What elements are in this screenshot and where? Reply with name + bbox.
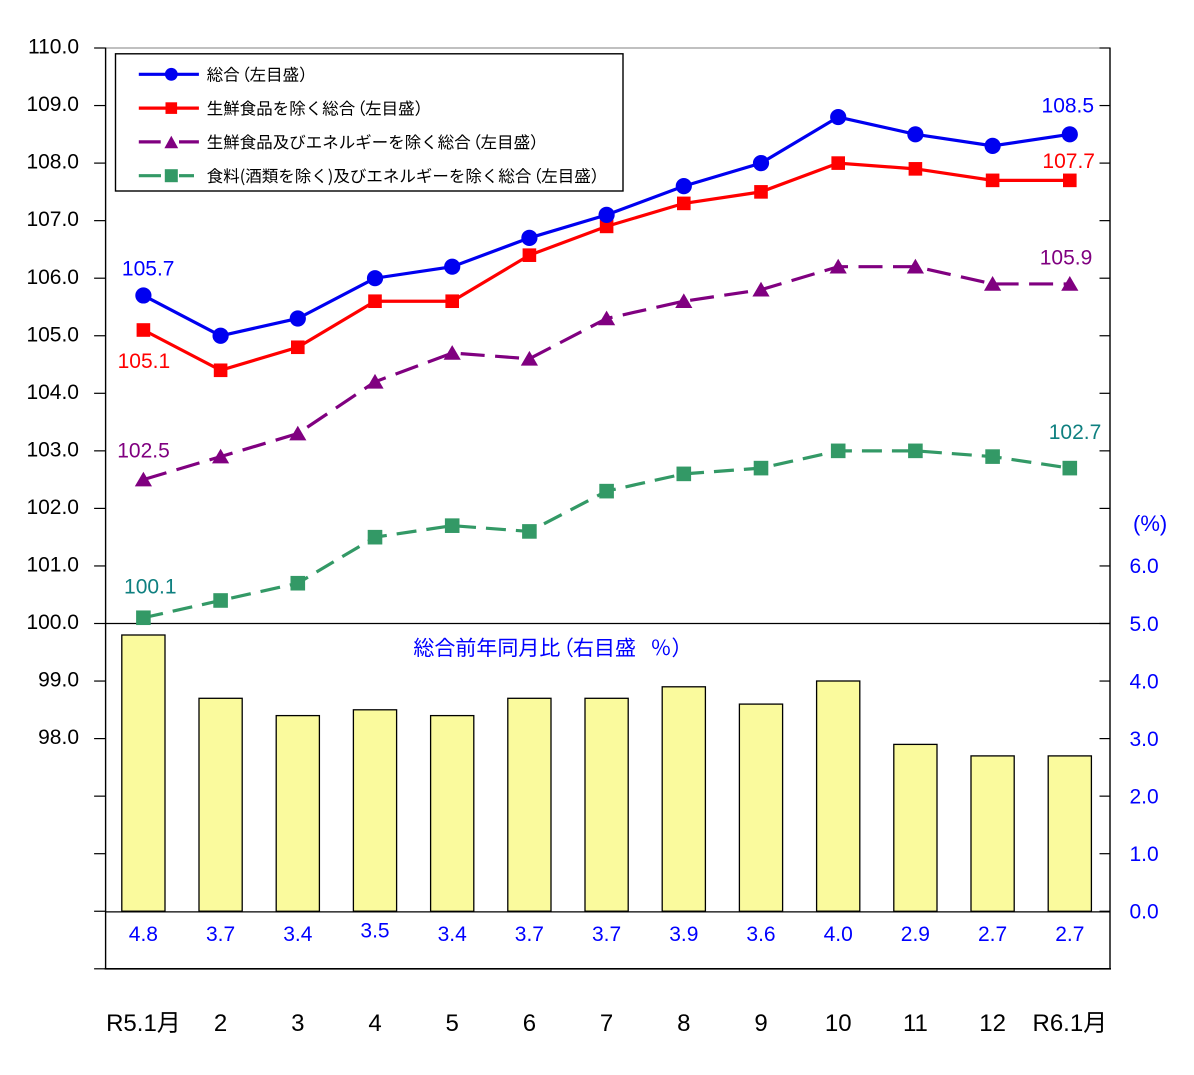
svg-text:103.0: 103.0 [26, 438, 79, 461]
svg-text:110.0: 110.0 [28, 36, 79, 59]
svg-text:6.0: 6.0 [1130, 555, 1159, 578]
svg-text:104.0: 104.0 [26, 381, 79, 404]
svg-text:105.7: 105.7 [122, 258, 175, 281]
svg-text:8: 8 [677, 1010, 690, 1037]
svg-text:10: 10 [825, 1010, 852, 1037]
svg-text:R6.1: R6.1 [1033, 1010, 1084, 1037]
svg-text:3.6: 3.6 [746, 923, 775, 946]
svg-text:3.7: 3.7 [515, 923, 544, 946]
svg-text:108.5: 108.5 [1042, 95, 1095, 118]
svg-text:(%): (%) [1133, 511, 1167, 536]
svg-text:3.9: 3.9 [669, 923, 698, 946]
svg-text:107.0: 107.0 [26, 208, 79, 231]
svg-text:6: 6 [523, 1010, 536, 1037]
svg-text:5.0: 5.0 [1130, 613, 1159, 636]
svg-text:5: 5 [446, 1010, 459, 1037]
svg-text:2.9: 2.9 [901, 923, 930, 946]
svg-text:4.0: 4.0 [1130, 670, 1159, 693]
svg-text:4.8: 4.8 [129, 923, 158, 946]
svg-text:102.0: 102.0 [26, 496, 79, 519]
svg-text:100.0: 100.0 [26, 611, 79, 634]
svg-text:3.5: 3.5 [360, 920, 389, 943]
svg-text:102.7: 102.7 [1049, 421, 1102, 444]
svg-text:0.0: 0.0 [1130, 901, 1159, 924]
svg-text:102.5: 102.5 [117, 440, 170, 463]
svg-text:3.4: 3.4 [283, 923, 313, 946]
svg-text:12: 12 [979, 1010, 1006, 1037]
svg-text:9: 9 [754, 1010, 767, 1037]
svg-text:98.0: 98.0 [38, 726, 79, 749]
svg-text:11: 11 [903, 1010, 928, 1037]
svg-text:3.7: 3.7 [206, 923, 235, 946]
svg-text:105.1: 105.1 [118, 350, 171, 373]
svg-text:3.4: 3.4 [438, 923, 468, 946]
svg-text:99.0: 99.0 [38, 669, 79, 692]
svg-text:100.1: 100.1 [124, 575, 177, 598]
svg-text:105.9: 105.9 [1040, 246, 1093, 269]
svg-text:R5.1: R5.1 [106, 1010, 157, 1037]
svg-text:3.0: 3.0 [1130, 728, 1159, 751]
svg-text:101.0: 101.0 [26, 554, 79, 577]
svg-text:1.0: 1.0 [1130, 843, 1159, 866]
svg-text:108.0: 108.0 [26, 151, 79, 174]
svg-text:2.7: 2.7 [1055, 923, 1084, 946]
svg-text:109.0: 109.0 [26, 93, 79, 116]
svg-text:7: 7 [600, 1010, 613, 1037]
svg-text:106.0: 106.0 [26, 266, 79, 289]
svg-text:4.0: 4.0 [824, 923, 853, 946]
svg-text:4: 4 [368, 1010, 381, 1037]
svg-text:3: 3 [291, 1010, 304, 1037]
svg-text:2.0: 2.0 [1130, 785, 1159, 808]
svg-text:107.7: 107.7 [1042, 150, 1095, 173]
svg-text:2.7: 2.7 [978, 923, 1007, 946]
svg-text:2: 2 [214, 1010, 227, 1037]
svg-text:3.7: 3.7 [592, 923, 621, 946]
svg-text:105.0: 105.0 [26, 323, 79, 346]
